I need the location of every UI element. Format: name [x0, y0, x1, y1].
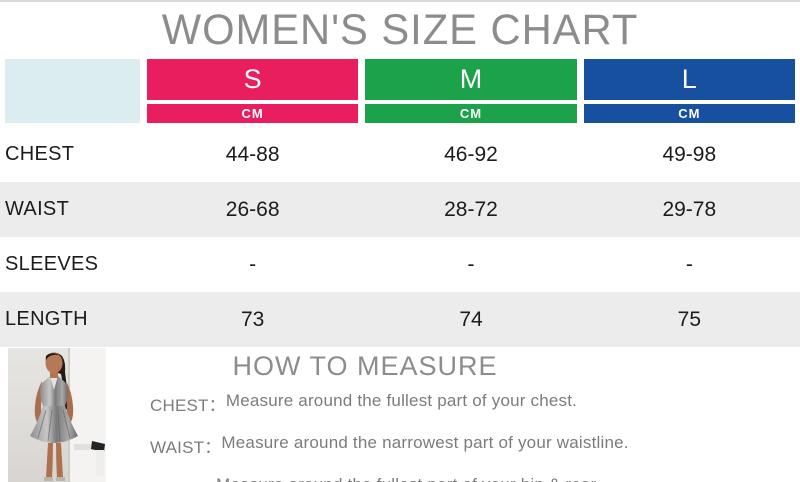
- table-row-length: LENGTH 73 74 75: [0, 292, 800, 347]
- cell-sleeves-m: -: [467, 252, 475, 276]
- table-body: CHEST 44-88 46-92 49-98 WAIST 26-68 28-7…: [0, 127, 800, 347]
- measure-title: HOW TO MEASURE: [232, 351, 498, 381]
- row-label: WAIST: [5, 198, 70, 220]
- model-photo-illustration: [8, 348, 106, 482]
- page-title: WOMEN'S SIZE CHART: [161, 6, 639, 54]
- column-size-m: M CM: [365, 59, 577, 123]
- measure-item-label: HIPS ：: [150, 475, 216, 482]
- measure-item-label: WAIST：: [150, 438, 222, 457]
- product-photo: [8, 348, 106, 482]
- cell-waist-m: 28-72: [444, 197, 498, 221]
- measure-item-hips: HIPS ： Measure around the fullest part o…: [150, 475, 800, 482]
- measure-item-chest: CHEST： Measure around the fullest part o…: [150, 391, 800, 416]
- row-label: CHEST: [5, 143, 75, 165]
- measure-item-text: Measure around the fullest part of your …: [225, 391, 578, 410]
- table-row-sleeves: SLEEVES - - -: [0, 237, 800, 292]
- cell-length-s: 73: [240, 307, 265, 331]
- cell-chest-s: 44-88: [225, 142, 280, 166]
- measure-item-label: CHEST：: [150, 396, 226, 415]
- row-label: SLEEVES: [5, 253, 99, 275]
- cell-waist-l: 29-78: [662, 197, 717, 221]
- table-header: S CM M CM L CM: [0, 59, 800, 123]
- measure-item-text: Measure around the fullest part of your …: [216, 475, 600, 482]
- size-header-m: M: [365, 59, 577, 100]
- unit-header-s: CM: [147, 104, 359, 123]
- size-header-l: L: [583, 59, 795, 100]
- measure-instructions: HOW TO MEASURE CHEST： Measure around the…: [106, 348, 800, 482]
- measure-item-text: Measure around the narrowest part of you…: [221, 433, 629, 452]
- corner-cell: [5, 59, 140, 123]
- size-header-s: S: [147, 59, 359, 100]
- cell-length-m: 74: [459, 307, 483, 331]
- cell-sleeves-s: -: [249, 252, 257, 276]
- unit-header-m: CM: [365, 104, 577, 123]
- cell-chest-m: 46-92: [444, 142, 498, 166]
- how-to-measure-section: HOW TO MEASURE CHEST： Measure around the…: [0, 347, 800, 482]
- size-chart-table: S CM M CM L CM CHEST 44-88 46-92 49-98 W…: [0, 59, 800, 347]
- row-label: LENGTH: [5, 308, 88, 330]
- unit-header-l: CM: [583, 104, 795, 123]
- column-size-l: L CM: [583, 59, 795, 123]
- cell-sleeves-l: -: [685, 252, 693, 276]
- table-row-waist: WAIST 26-68 28-72 29-78: [0, 182, 800, 237]
- cell-waist-s: 26-68: [225, 197, 280, 221]
- cell-chest-l: 49-98: [662, 142, 717, 166]
- column-size-s: S CM: [147, 59, 359, 123]
- table-row-chest: CHEST 44-88 46-92 49-98: [0, 127, 800, 182]
- cell-length-l: 75: [677, 307, 701, 331]
- measure-item-waist: WAIST： Measure around the narrowest part…: [150, 433, 800, 458]
